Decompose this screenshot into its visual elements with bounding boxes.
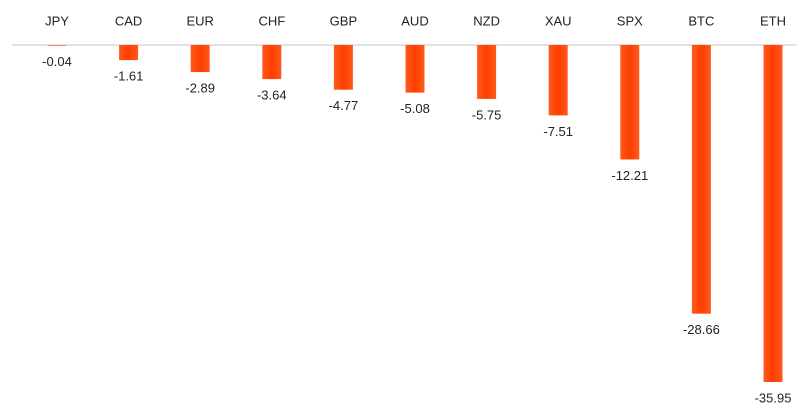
category-label: AUD — [401, 13, 428, 28]
bar — [119, 45, 139, 61]
bar — [190, 45, 210, 73]
data-label: -12.21 — [611, 168, 648, 183]
data-label: -7.51 — [543, 124, 573, 139]
data-label: -2.89 — [185, 81, 215, 96]
category-label: CHF — [258, 13, 285, 28]
bar — [691, 45, 711, 314]
category-label: GBP — [330, 13, 357, 28]
data-label: -1.61 — [114, 69, 144, 84]
bar — [262, 45, 282, 80]
bar — [548, 45, 568, 116]
data-label: -4.77 — [329, 98, 359, 113]
category-label: SPX — [617, 13, 643, 28]
category-label: CAD — [115, 13, 142, 28]
category-label: NZD — [473, 13, 500, 28]
bar — [47, 45, 67, 46]
bar — [763, 45, 783, 382]
data-label: -3.64 — [257, 88, 287, 103]
category-label: ETH — [760, 13, 786, 28]
data-label: -5.08 — [400, 101, 430, 116]
bar — [405, 45, 425, 93]
bar — [333, 45, 353, 90]
data-label: -28.66 — [683, 322, 720, 337]
data-label: -0.04 — [42, 54, 72, 69]
bar — [477, 45, 497, 99]
data-label: -5.75 — [472, 107, 502, 122]
category-label: EUR — [186, 13, 213, 28]
category-label: XAU — [545, 13, 572, 28]
data-label: -35.95 — [755, 390, 792, 405]
bar — [620, 45, 640, 160]
category-label: BTC — [688, 13, 714, 28]
category-label: JPY — [45, 13, 69, 28]
